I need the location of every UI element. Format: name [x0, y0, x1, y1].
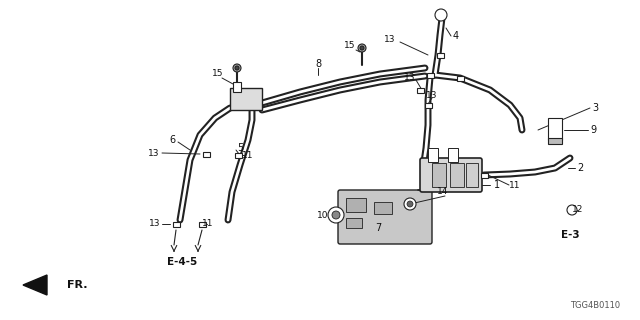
Text: 13: 13 [426, 91, 438, 100]
Text: FR.: FR. [67, 280, 88, 290]
Bar [432, 163, 446, 187]
Circle shape [358, 44, 366, 52]
Bar [548, 138, 562, 144]
Bar [424, 102, 431, 108]
Bar [548, 118, 562, 140]
Bar [448, 148, 458, 162]
Text: 11: 11 [509, 180, 521, 189]
Text: 3: 3 [592, 103, 598, 113]
Bar [198, 221, 205, 227]
Circle shape [235, 66, 239, 70]
Text: 15: 15 [212, 69, 224, 78]
Bar [202, 151, 209, 156]
Circle shape [332, 211, 340, 219]
Bar [234, 153, 241, 157]
Bar [233, 82, 241, 92]
Bar [417, 87, 424, 92]
Text: 13: 13 [148, 148, 160, 157]
Text: 11: 11 [243, 150, 253, 159]
Text: 11: 11 [202, 220, 214, 228]
Text: 9: 9 [590, 125, 596, 135]
FancyBboxPatch shape [338, 190, 432, 244]
Circle shape [407, 201, 413, 207]
Text: 14: 14 [437, 188, 449, 196]
Text: 13: 13 [384, 36, 396, 44]
Text: 13: 13 [404, 74, 416, 83]
Text: 13: 13 [149, 220, 161, 228]
Text: 2: 2 [577, 163, 583, 173]
Text: 7: 7 [375, 223, 381, 233]
Text: 15: 15 [344, 42, 356, 51]
Bar [346, 218, 362, 228]
Text: 6: 6 [169, 135, 175, 145]
Bar [456, 76, 463, 81]
Text: 8: 8 [315, 59, 321, 69]
Polygon shape [23, 275, 47, 295]
Text: 4: 4 [453, 31, 459, 41]
Circle shape [328, 207, 344, 223]
Bar [436, 52, 444, 58]
Text: 5: 5 [237, 143, 243, 153]
Bar [466, 163, 478, 187]
Bar [374, 202, 392, 214]
Bar [230, 88, 262, 110]
Circle shape [233, 64, 241, 72]
Text: E-4-5: E-4-5 [167, 257, 197, 267]
Circle shape [360, 46, 364, 50]
Text: TGG4B0110: TGG4B0110 [570, 301, 620, 310]
Circle shape [567, 205, 577, 215]
Circle shape [404, 198, 416, 210]
Circle shape [435, 9, 447, 21]
Text: 10: 10 [317, 211, 329, 220]
Text: 12: 12 [572, 205, 584, 214]
Text: E-3: E-3 [561, 230, 579, 240]
Bar [346, 198, 366, 212]
Bar [173, 221, 179, 227]
FancyBboxPatch shape [420, 158, 482, 192]
Bar [481, 172, 488, 178]
Bar [426, 73, 433, 77]
Bar [428, 148, 438, 162]
Text: 1: 1 [494, 180, 500, 190]
Bar [450, 163, 464, 187]
